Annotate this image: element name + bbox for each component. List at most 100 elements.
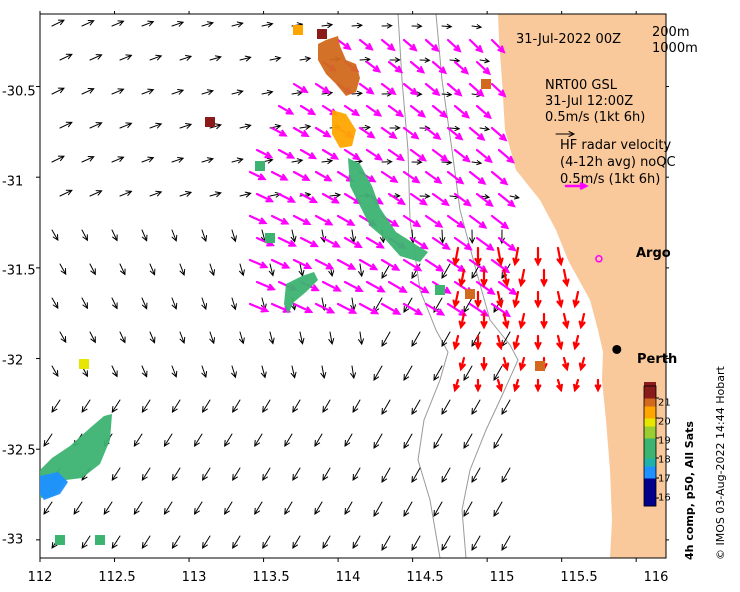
radar-current-arrow: [358, 258, 379, 271]
radar-current-arrow: [490, 126, 508, 142]
radar-current-arrow: [474, 246, 482, 267]
sst-pixel: [55, 535, 65, 545]
place-perth: Perth: [637, 352, 678, 367]
model-current-arrow: [433, 365, 443, 381]
radar-current-arrow: [248, 302, 270, 313]
land-area: [498, 14, 666, 558]
radar-current-arrow: [497, 280, 518, 296]
colorbar-segment: [644, 474, 656, 479]
sst-pixel: [435, 285, 445, 295]
model-current-arrow: [141, 229, 148, 242]
radar-current-arrow: [292, 82, 309, 94]
radar-current-arrow: [540, 268, 548, 288]
model-current-arrow: [89, 331, 96, 344]
model-current-arrow: [171, 535, 181, 549]
model-current-arrow: [111, 467, 121, 481]
model-current-arrow: [133, 501, 143, 515]
radar-current-arrow: [299, 148, 318, 160]
model-current-arrow: [149, 54, 163, 61]
model-current-arrow: [381, 535, 391, 551]
radar-current-arrow: [380, 302, 402, 315]
model-current-arrow: [111, 229, 118, 242]
model-current-arrow: [163, 501, 173, 515]
radar-current-arrow: [556, 378, 563, 393]
model-current-arrow: [59, 263, 67, 276]
model-current-arrow: [298, 263, 305, 277]
model-current-arrow: [239, 123, 252, 130]
y-tick: -30.5: [2, 84, 36, 100]
radar-current-arrow: [468, 82, 485, 98]
model-label: NRT00 GSL: [545, 78, 617, 93]
colorbar-segment: [644, 414, 656, 419]
model-current-arrow: [350, 365, 357, 380]
model-current-arrow: [441, 263, 451, 279]
radar-current-arrow: [490, 82, 507, 98]
model-current-arrow: [141, 88, 155, 95]
sst-patch: [348, 158, 428, 262]
radar-current-arrow: [446, 126, 464, 141]
model-current-arrow: [239, 331, 245, 345]
radar-current-arrow: [255, 192, 275, 203]
model-current-arrow: [268, 263, 275, 277]
colorbar-segment: [644, 386, 656, 391]
radar-current-arrow: [248, 170, 267, 181]
radar-current-arrow: [299, 236, 319, 248]
radar-current-arrow: [475, 60, 492, 76]
radar-current-arrow: [380, 170, 399, 184]
radar-current-arrow: [518, 268, 526, 288]
perth-marker: [612, 344, 622, 354]
model-current-arrow: [322, 467, 331, 481]
model-current-arrow: [119, 331, 126, 344]
model-current-arrow: [193, 433, 203, 447]
model-current-arrow: [471, 399, 481, 415]
colorbar-segment: [644, 394, 656, 399]
radar-current-arrow: [573, 378, 580, 393]
model-current-arrow: [299, 56, 312, 62]
radar-current-arrow: [534, 334, 542, 351]
model-current-arrow: [441, 467, 451, 483]
radar-current-arrow: [453, 148, 471, 163]
sst-pixel: [465, 289, 475, 299]
radar-current-arrow: [468, 38, 484, 54]
radar-current-arrow: [314, 170, 333, 182]
radar-current-arrow: [314, 258, 335, 270]
colorbar-segment: [644, 498, 656, 503]
radar-current-arrow: [497, 148, 515, 164]
model-current-arrow: [89, 263, 96, 276]
radar-current-arrow: [453, 192, 472, 207]
model-current-arrow: [441, 331, 451, 347]
model-current-arrow: [463, 501, 473, 517]
radar-current-arrow: [490, 170, 509, 186]
radar-current-arrow: [365, 148, 384, 161]
radar-current-arrow: [556, 290, 564, 309]
model-current-arrow: [111, 156, 125, 163]
radar-current-arrow: [402, 214, 422, 228]
colorbar-segment: [644, 490, 656, 495]
model-current-arrow: [51, 87, 65, 95]
sst-pixel: [95, 535, 105, 545]
model-current-arrow: [352, 535, 361, 549]
x-tick: 116: [643, 570, 669, 585]
radar-current-arrow: [255, 148, 274, 159]
radar-current-arrow: [458, 356, 466, 372]
model-current-arrow: [231, 21, 244, 28]
radar-current-arrow: [358, 82, 375, 95]
model-current-arrow: [419, 57, 431, 63]
radar-current-arrow: [446, 82, 463, 97]
radar-current-arrow: [336, 214, 356, 226]
radar-current-arrow: [270, 214, 290, 225]
model-current-arrow: [284, 433, 293, 447]
model-current-arrow: [373, 501, 383, 517]
colorbar-segment: [644, 482, 656, 487]
model-current-arrow: [321, 158, 334, 165]
radar-current-arrow: [365, 236, 385, 249]
radar-current-arrow: [474, 334, 482, 351]
model-current-arrow: [43, 433, 53, 447]
model-current-arrow: [81, 19, 95, 27]
model-current-arrow: [314, 501, 323, 515]
colorbar-segment: [644, 442, 656, 447]
model-current-arrow: [290, 365, 297, 379]
model-current-arrow: [469, 229, 476, 244]
radar-current-arrow: [458, 268, 466, 288]
model-current-arrow: [433, 501, 443, 517]
